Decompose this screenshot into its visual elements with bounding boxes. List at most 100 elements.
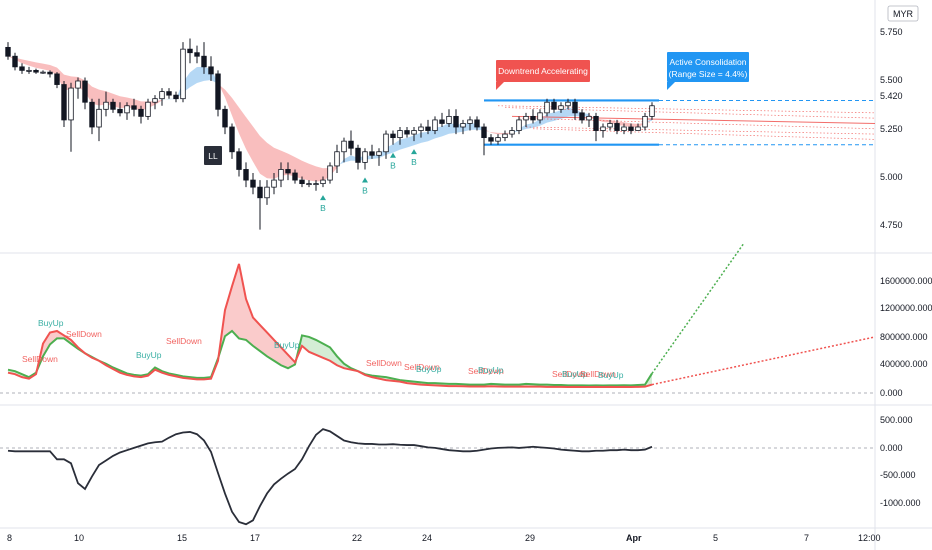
oscillator-line[interactable] [7,428,653,526]
candle[interactable] [222,108,228,128]
candle[interactable] [411,130,417,135]
candle[interactable] [418,126,424,131]
candle[interactable] [376,151,382,156]
candle[interactable] [75,80,81,89]
candle[interactable] [537,112,543,121]
candle[interactable] [131,105,137,110]
candle[interactable] [187,48,193,54]
candle[interactable] [425,126,431,131]
candle[interactable] [250,179,256,188]
volume-panel[interactable] [7,242,876,388]
candle[interactable] [208,66,214,75]
candle[interactable] [61,84,67,121]
candle[interactable] [572,101,578,114]
candle[interactable] [5,46,11,57]
candle[interactable] [481,126,487,139]
candle[interactable] [439,119,445,124]
candle[interactable] [502,133,508,139]
osc-axis[interactable]: 500.000 0.000 -500.000 -1000.000 [880,415,921,508]
candle[interactable] [313,183,319,186]
candle[interactable] [89,101,95,128]
candle[interactable] [369,151,375,156]
candle[interactable] [138,108,144,117]
candle[interactable] [488,137,494,142]
candle[interactable] [180,48,186,100]
candle[interactable] [320,179,326,185]
candle[interactable] [551,101,557,110]
candle[interactable] [124,105,130,114]
candle[interactable] [145,101,151,117]
candle[interactable] [404,130,410,135]
candle[interactable] [355,147,361,163]
candle[interactable] [243,169,249,181]
candle[interactable] [593,115,599,131]
candle[interactable] [103,101,109,110]
candle[interactable] [306,183,312,186]
candle[interactable] [544,101,550,114]
candle[interactable] [649,105,655,117]
candle[interactable] [390,133,396,139]
candle[interactable] [47,71,53,75]
candle[interactable] [523,115,529,121]
candle[interactable] [530,115,536,121]
currency-badge[interactable] [887,5,919,22]
candle[interactable] [159,91,165,100]
candle[interactable] [341,140,347,153]
candle[interactable] [19,66,25,71]
candle[interactable] [271,179,277,188]
candle[interactable] [383,133,389,153]
price-axis[interactable]: 5.750 5.500 5.420 5.250 5.000 4.750 [880,27,903,230]
candle[interactable] [509,130,515,135]
candle[interactable] [68,87,74,121]
price-panel[interactable]: B B B B [5,38,876,230]
candle[interactable] [565,101,571,107]
downtrend-callout[interactable]: Downtrend Accelerating [496,60,590,90]
candle[interactable] [607,123,613,128]
candle[interactable] [257,186,263,199]
candle[interactable] [614,123,620,131]
candle[interactable] [229,126,235,153]
candle[interactable] [495,137,501,142]
candle[interactable] [54,73,60,85]
candle[interactable] [285,169,291,174]
candle[interactable] [173,94,179,100]
candle[interactable] [635,126,641,131]
oscillator-panel[interactable] [7,428,653,526]
candle[interactable] [446,115,452,124]
candle[interactable] [110,101,116,110]
candle[interactable] [236,151,242,170]
candle[interactable] [516,119,522,131]
candle[interactable] [264,186,270,199]
candle[interactable] [215,73,221,110]
candle[interactable] [166,91,172,96]
candle[interactable] [299,179,305,185]
volume-series-red[interactable] [7,263,653,388]
candle[interactable] [628,126,634,131]
candle[interactable] [96,108,102,128]
candle[interactable] [621,126,627,131]
candle[interactable] [40,71,46,74]
candle[interactable] [201,55,207,68]
volume-series-green[interactable] [7,329,653,387]
candle[interactable] [12,55,18,68]
candle[interactable] [453,115,459,128]
candle[interactable] [362,151,368,163]
candle[interactable] [334,151,340,167]
candle[interactable] [33,69,39,73]
candle[interactable] [642,115,648,128]
candle[interactable] [26,69,32,72]
candle[interactable] [278,169,284,181]
candle[interactable] [600,126,606,131]
consolidation-callout[interactable]: Active Consolidation (Range Size = 4.4%) [667,52,749,90]
candle[interactable] [579,112,585,121]
candle[interactable] [82,80,88,103]
volume-axis[interactable]: 1600000.000 1200000.000 800000.000 40000… [880,276,932,398]
candle[interactable] [586,115,592,121]
candle[interactable] [460,123,466,128]
candle[interactable] [558,105,564,110]
candle[interactable] [467,119,473,124]
candle[interactable] [292,172,298,181]
ll-marker[interactable]: LL [204,146,222,165]
candle[interactable] [117,108,123,114]
